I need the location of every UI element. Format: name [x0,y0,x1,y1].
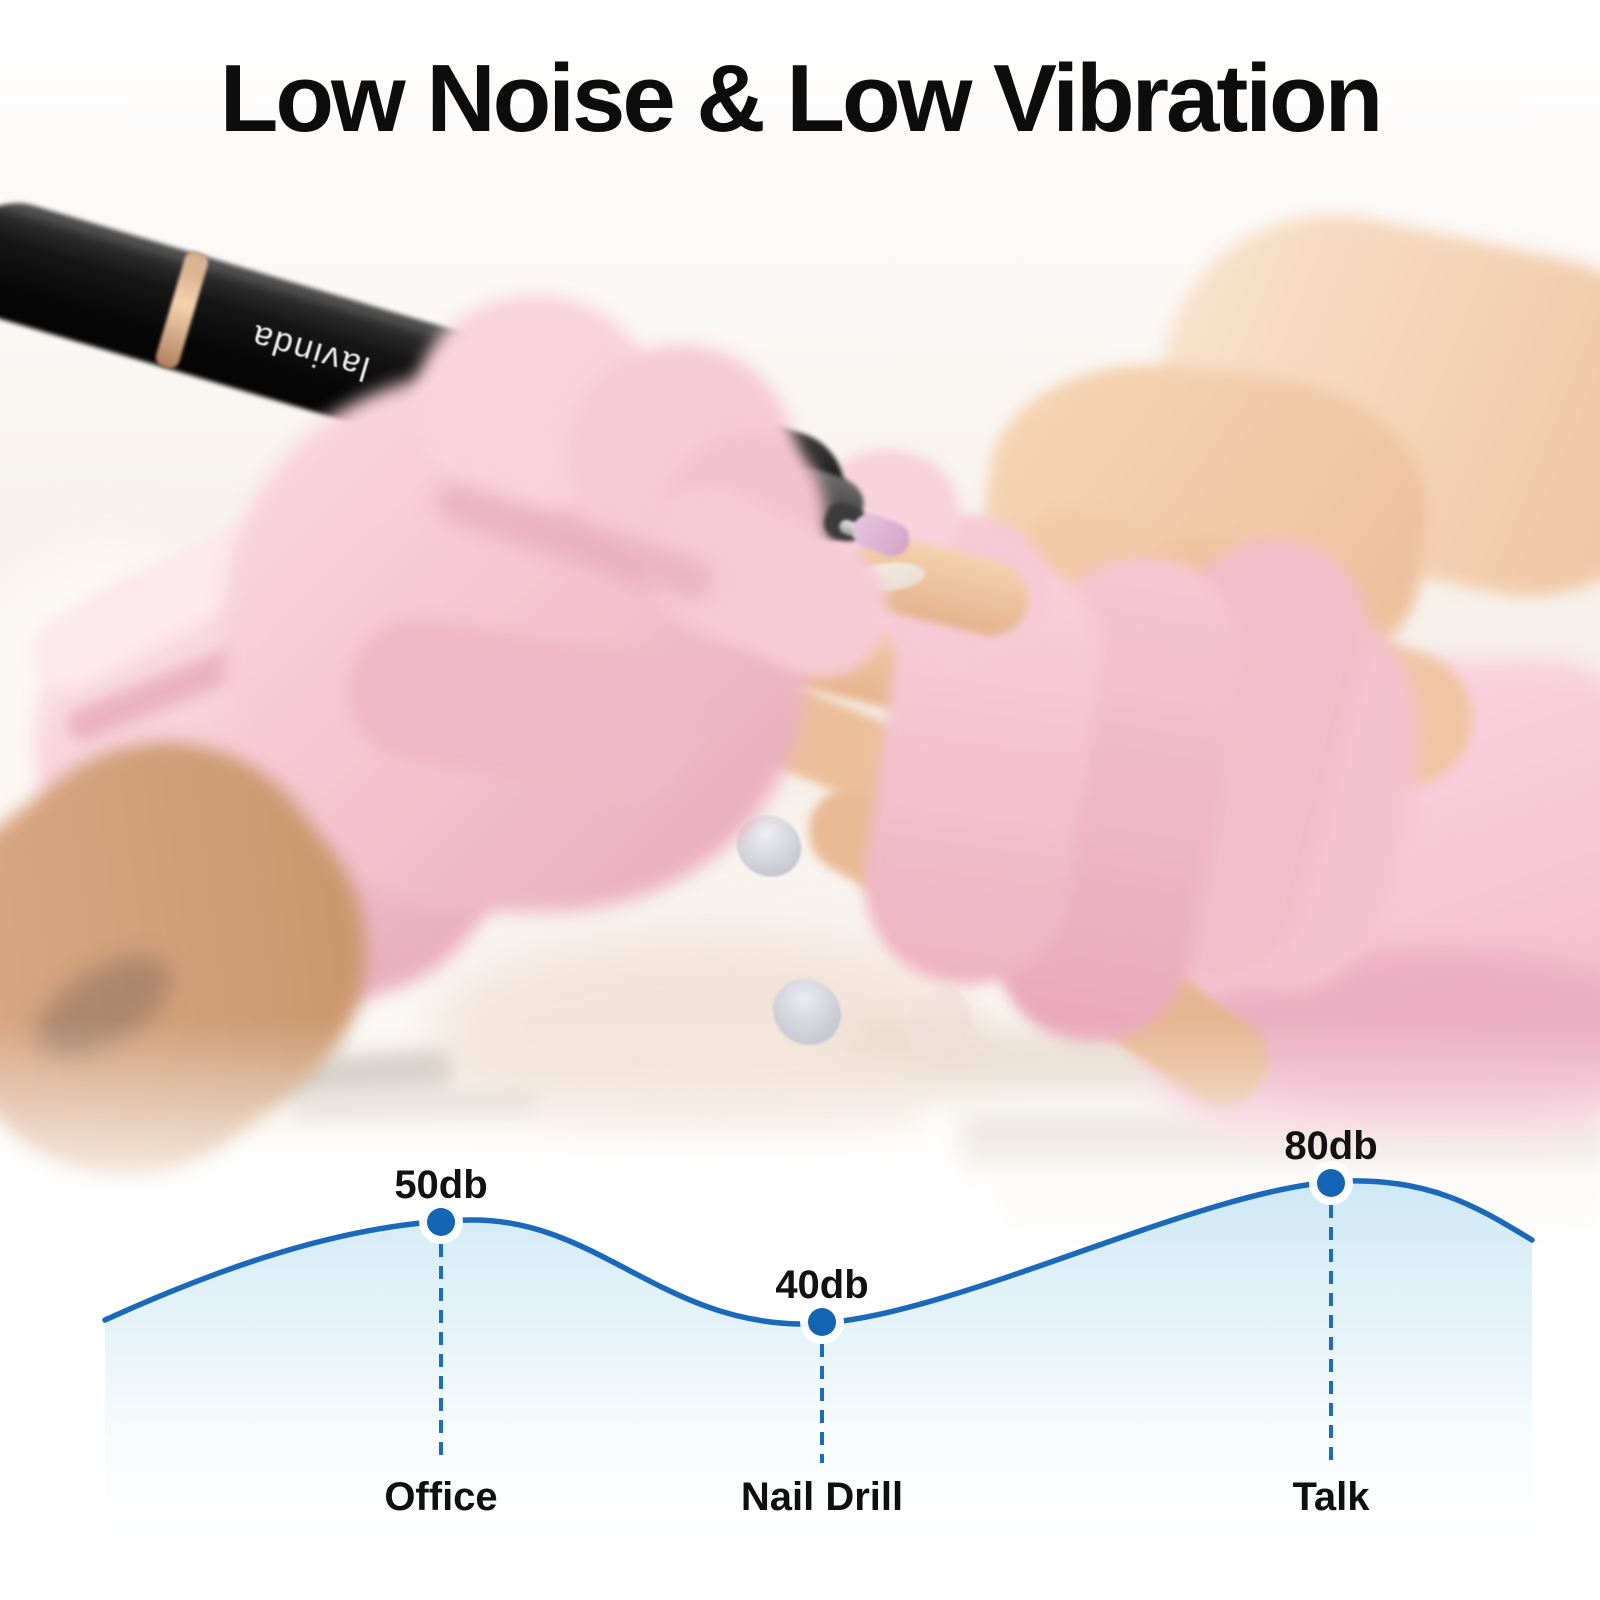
page-title: Low Noise & Low Vibration [219,45,1384,152]
category-label: Office [384,1475,497,1519]
category-label: Talk [1292,1475,1370,1519]
photo-top-fade [0,0,1600,80]
salon-photo: lavinda [0,0,1600,1330]
photo-bottom-fade [0,1020,1600,1330]
category-label: Nail Drill [741,1475,903,1519]
